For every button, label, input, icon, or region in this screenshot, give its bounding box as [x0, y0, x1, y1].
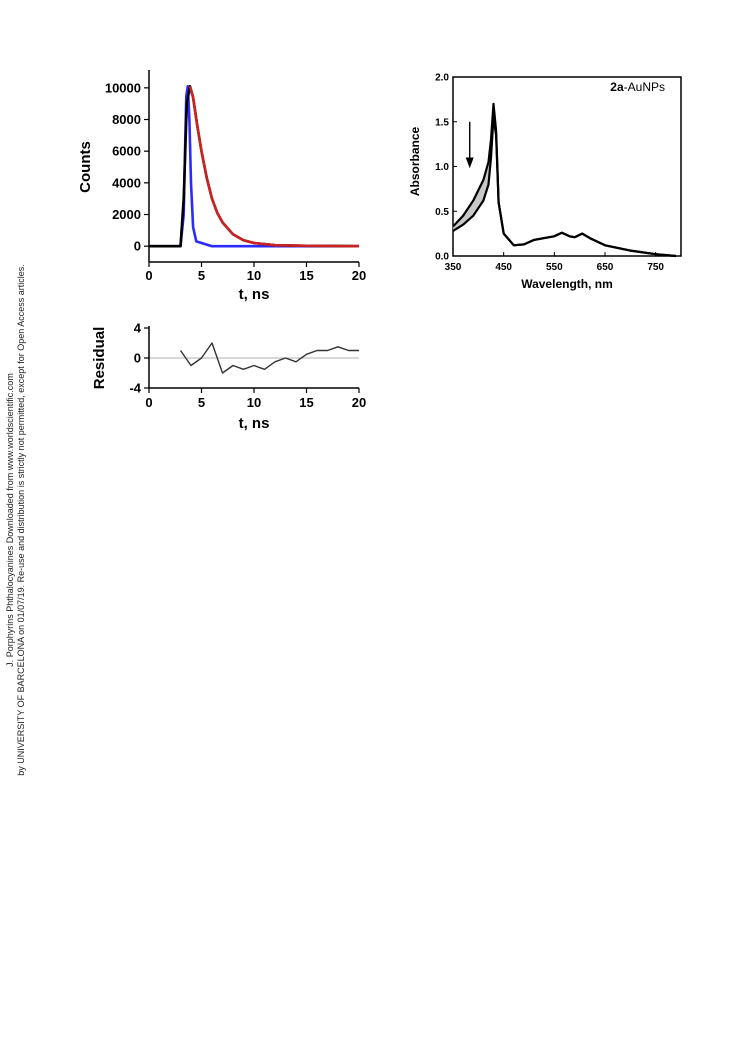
x-tick-label: 15 — [299, 268, 313, 283]
y-tick-label: 10000 — [105, 80, 141, 95]
y-tick-label: 1.5 — [435, 117, 449, 128]
x-axis-label: Wavelength, nm — [521, 277, 613, 291]
watermark-line-1: J. Porphyrins Phthalocyanines Downloaded… — [5, 373, 15, 667]
x-tick-label: 750 — [647, 262, 664, 273]
absorbance-chart: 350 450 550 650 750 0.0 0.5 1.0 1.5 2.0 Wavelength… — [408, 73, 682, 291]
y-tick-label: 0 — [134, 351, 141, 366]
y-tick-label: 4000 — [112, 175, 141, 190]
series-line — [179, 342, 359, 374]
x-tick-label: 650 — [597, 262, 614, 273]
x-axis-label: t, ns — [239, 286, 270, 303]
y-axis-label: Residual — [91, 327, 108, 390]
x-tick-label: 350 — [445, 262, 462, 273]
x-tick-label: 10 — [247, 268, 261, 283]
chart-title-bold: 2a — [610, 80, 624, 94]
arrow-head — [465, 157, 474, 169]
y-tick-label: 0.0 — [435, 252, 449, 263]
x-tick-label: 0 — [145, 268, 152, 283]
y-axis-label: Counts — [77, 141, 94, 193]
decay-chart: 0 5 10 15 20 0 2000 4000 6000 8000 10000 t, ns Count… — [77, 70, 366, 303]
x-tick-label: 5 — [198, 268, 205, 283]
y-tick-label: 1.0 — [435, 162, 449, 173]
y-tick-label: 0 — [134, 239, 141, 254]
chart-title-rest: -AuNPs — [624, 80, 665, 94]
series-line — [149, 85, 360, 248]
y-tick-label: 4 — [134, 321, 142, 336]
y-tick-label: 8000 — [112, 112, 141, 127]
x-tick-label: 20 — [352, 395, 366, 410]
residual-chart: 0 5 10 15 20 -4 0 4 t, ns Residual — [91, 321, 366, 433]
watermark-line-2: by UNIVERSITY OF BARCELONA on 01/07/19. … — [16, 264, 26, 776]
x-tick-label: 20 — [352, 268, 366, 283]
x-tick-label: 15 — [299, 395, 313, 410]
x-tick-label: 0 — [145, 395, 152, 410]
y-tick-label: 2000 — [112, 207, 141, 222]
x-tick-label: 5 — [198, 395, 205, 410]
watermark: J. Porphyrins Phthalocyanines Downloaded… — [5, 264, 26, 776]
series-line — [149, 85, 359, 248]
chart-title: 2a-AuNPs — [610, 80, 665, 94]
x-axis-label: t, ns — [239, 415, 270, 432]
y-tick-label: 0.5 — [435, 207, 449, 218]
x-tick-label: 550 — [546, 262, 563, 273]
y-tick-label: 6000 — [112, 144, 141, 159]
x-tick-label: 450 — [495, 262, 512, 273]
y-tick-label: 2.0 — [435, 73, 449, 84]
y-axis-label: Absorbance — [408, 127, 422, 197]
y-tick-label: -4 — [129, 381, 141, 396]
x-tick-label: 10 — [247, 395, 261, 410]
series-line — [452, 116, 676, 258]
series-line — [188, 85, 360, 248]
